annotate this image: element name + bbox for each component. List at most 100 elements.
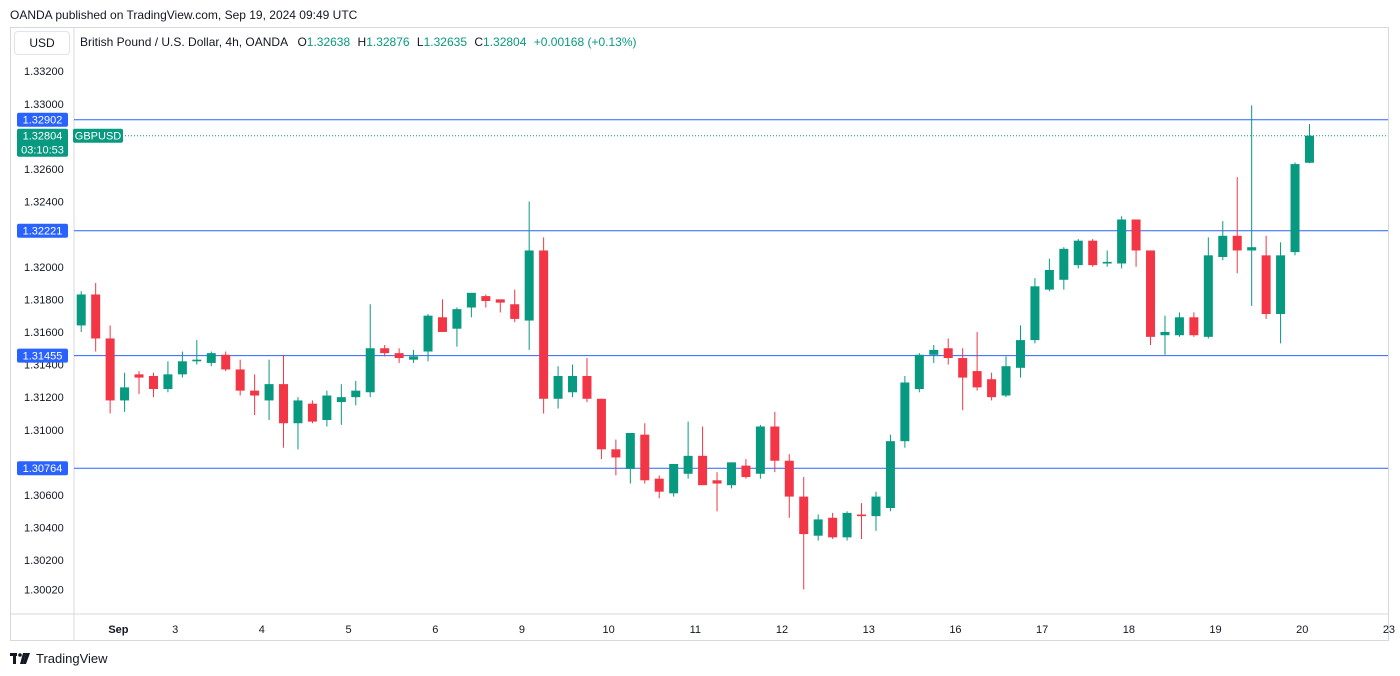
publisher-line: OANDA published on TradingView.com, Sep … <box>10 8 358 22</box>
legend-close-value: 1.32804 <box>483 35 527 49</box>
candle-body <box>712 480 722 484</box>
candle-body <box>365 348 375 393</box>
current-price-tag <box>17 128 68 157</box>
x-tick-label: 13 <box>863 624 875 636</box>
level-tag <box>17 223 68 238</box>
candle-body <box>336 397 346 403</box>
candle-body <box>958 358 968 378</box>
candle-body <box>611 449 621 458</box>
tradingview-logo-icon[interactable] <box>10 652 30 665</box>
candle-body <box>1218 235 1228 257</box>
x-tick-label: Sep <box>108 624 128 636</box>
candle-body <box>177 361 187 375</box>
level-lines <box>74 119 1388 469</box>
legend-open-label: O <box>297 35 307 49</box>
symbol-tag-label: GBPUSD <box>75 131 122 143</box>
candle-body <box>625 433 635 469</box>
candle-body <box>466 292 476 308</box>
candle-body <box>1203 255 1213 337</box>
x-tick-label: 20 <box>1296 624 1308 636</box>
candle-body <box>437 317 447 332</box>
x-tick-label: 9 <box>519 624 525 636</box>
candle-body <box>307 403 317 422</box>
candle-body <box>1073 240 1083 266</box>
candle-body <box>669 463 679 494</box>
candle-body <box>741 465 751 478</box>
candle-body <box>409 356 419 360</box>
candle-body <box>1160 331 1170 336</box>
candle-body <box>524 250 534 321</box>
legend-symbol: British Pound / U.S. Dollar, 4h, OANDA <box>80 35 289 49</box>
x-tick-label: 4 <box>259 624 265 636</box>
candle-body <box>1232 235 1242 251</box>
level-tag-label: 1.30764 <box>23 463 63 475</box>
candles-layer <box>76 105 1314 590</box>
candle-body <box>596 398 606 450</box>
candle-body <box>235 369 245 391</box>
candle-body <box>770 426 780 461</box>
candle-body <box>394 353 404 359</box>
legend-low-value: 1.32635 <box>423 35 467 49</box>
candle-body <box>91 294 101 339</box>
x-tick-label: 17 <box>1036 624 1048 636</box>
candle-body <box>1146 250 1156 337</box>
y-tick-label: 1.31800 <box>24 294 64 306</box>
candle-body <box>1015 340 1025 368</box>
candle-body <box>250 390 260 396</box>
footer-brand[interactable]: TradingView <box>36 651 108 666</box>
x-tick-label: 5 <box>345 624 351 636</box>
y-tick-label: 1.30400 <box>24 523 64 535</box>
candle-body <box>1247 247 1257 251</box>
y-tick-label: 1.32600 <box>24 164 64 176</box>
candle-body <box>105 338 115 401</box>
candle-body <box>914 354 924 390</box>
legend-high-value: 1.32876 <box>366 35 410 49</box>
candle-body <box>163 374 173 390</box>
candle-body <box>1044 270 1054 290</box>
candle-body <box>1131 219 1141 251</box>
candle-body <box>539 250 549 399</box>
level-tag-label: 1.32221 <box>23 226 63 238</box>
candle-body <box>510 304 520 319</box>
price-tags: 1.32902 1.32221 1.31455 1.30764 1.32804 03:10… <box>17 112 123 476</box>
chart-frame <box>10 27 1389 641</box>
candle-body <box>929 349 939 355</box>
candle-body <box>885 441 895 508</box>
candle-body <box>726 462 736 486</box>
level-tag <box>17 112 68 127</box>
legend-open-value: 1.32638 <box>306 35 351 49</box>
candle-body <box>1290 164 1300 253</box>
currency-button[interactable]: USD <box>14 31 70 55</box>
candle-body <box>1276 255 1286 315</box>
y-tick-label: 1.31600 <box>24 327 64 339</box>
candle-body <box>683 455 693 474</box>
candle-body <box>857 514 867 517</box>
candle-body <box>943 348 953 359</box>
candle-body <box>972 371 982 388</box>
candle-body <box>120 387 130 401</box>
candle-body <box>351 390 361 398</box>
candle-body <box>1304 135 1314 163</box>
candle-body <box>76 294 86 326</box>
y-tick-label: 1.32000 <box>24 262 64 274</box>
candle-body <box>1030 286 1040 341</box>
candle-body <box>495 299 505 303</box>
candle-body <box>799 496 809 535</box>
x-tick-label: 12 <box>776 624 788 636</box>
y-tick-label: 1.30200 <box>24 555 64 567</box>
candle-body <box>1059 248 1069 280</box>
candle-body <box>452 309 462 329</box>
candle-body <box>1117 219 1127 264</box>
candle-body <box>423 315 433 352</box>
candle-body <box>206 353 216 363</box>
y-tick-label: 1.33200 <box>24 66 64 78</box>
ohlc-legend: British Pound / U.S. Dollar, 4h, OANDA O… <box>80 35 641 49</box>
legend-change: +0.00168 (+0.13%) <box>533 35 637 49</box>
x-tick-label: 6 <box>432 624 438 636</box>
candle-body <box>987 379 997 398</box>
candle-body <box>828 517 838 538</box>
current-price-label: 1.32804 <box>23 131 63 143</box>
legend-low-label: L <box>416 35 424 49</box>
y-tick-label: 1.32400 <box>24 197 64 209</box>
